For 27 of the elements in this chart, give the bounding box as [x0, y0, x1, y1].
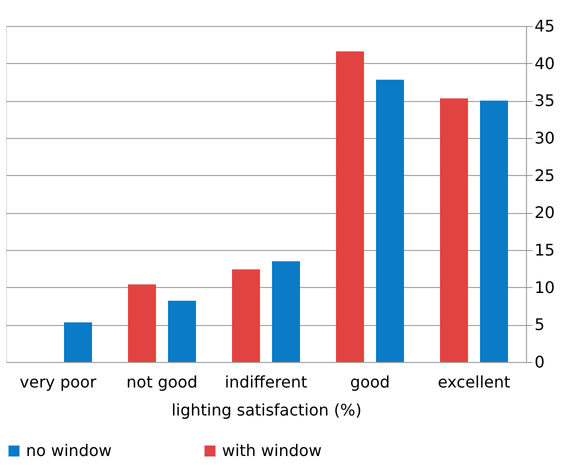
y-tick-label: 0 [534, 352, 545, 372]
bar [376, 80, 404, 362]
y-tick-label: 20 [534, 203, 555, 222]
y-tick-label: 30 [534, 128, 555, 148]
y-tick-label: 5 [534, 315, 545, 334]
legend-label: no window [26, 441, 112, 460]
bar [272, 261, 300, 362]
y-tick-label: 40 [534, 54, 555, 73]
legend-label: with window [222, 441, 322, 460]
bar [128, 284, 156, 362]
y-tick-label: 25 [534, 166, 555, 185]
y-tick-label: 15 [534, 240, 555, 260]
bar [336, 51, 364, 362]
x-axis-title: lighting satisfaction (%) [171, 400, 362, 420]
bar [168, 300, 196, 362]
y-tick-label: 45 [534, 16, 555, 36]
y-tick-label: 10 [534, 278, 555, 297]
x-tick-label: very poor [20, 372, 97, 392]
x-tick-label: indifferent [224, 372, 308, 392]
x-tick-label: not good [126, 372, 198, 392]
bar [440, 98, 468, 362]
bar [480, 100, 508, 362]
bar [64, 322, 92, 362]
bar [232, 269, 260, 362]
y-tick-label: 35 [534, 91, 555, 110]
x-tick-label: excellent [438, 372, 510, 392]
x-tick-label: good [350, 372, 390, 392]
